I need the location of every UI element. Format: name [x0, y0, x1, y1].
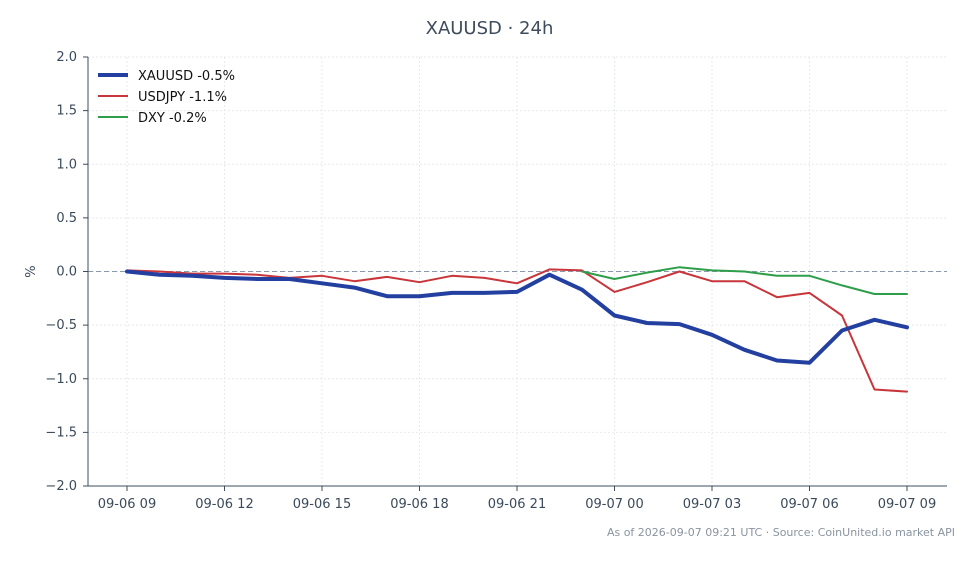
footer-note: As of 2026-09-07 09:21 UTC · Source: Coi… — [606, 526, 955, 539]
chart-title: XAUUSD · 24h — [425, 18, 554, 39]
legend-label: XAUUSD -0.5% — [138, 69, 235, 84]
axes: 2.0 1.5 1.0 0.5 0.0 −0.5 −1.0 −1.5 −2.0 09-06 09 0… — [24, 50, 947, 512]
x-tick-label: 09-07 09 — [878, 497, 936, 512]
y-tick-label: 2.0 — [56, 50, 77, 65]
x-tick-label: 09-06 12 — [195, 497, 253, 512]
x-tick-label: 09-07 03 — [683, 497, 741, 512]
x-tick-label: 09-06 21 — [488, 497, 546, 512]
series-line-xauusd — [125, 269, 909, 365]
x-tick-label: 09-06 18 — [390, 497, 448, 512]
y-axis-label: % — [24, 265, 39, 277]
y-tick-label: 1.0 — [56, 157, 77, 172]
legend-label: DXY -0.2% — [138, 111, 207, 126]
legend-label: USDJPY -1.1% — [138, 90, 227, 105]
y-tick-label: −0.5 — [45, 318, 77, 333]
y-tick-label: −1.5 — [45, 425, 77, 440]
x-tick-label: 09-07 06 — [780, 497, 838, 512]
x-tick-label: 09-07 00 — [585, 497, 643, 512]
legend: XAUUSD -0.5% USDJPY -1.1% DXY -0.2% — [98, 69, 235, 126]
grid — [88, 56, 947, 487]
series-line-usdjpy — [126, 268, 908, 393]
x-tick-label: 09-06 09 — [98, 497, 156, 512]
series-lines — [125, 266, 909, 393]
y-tick-label: −2.0 — [45, 479, 77, 494]
y-tick-label: −1.0 — [45, 372, 77, 387]
y-tick-label: 0.5 — [56, 211, 77, 226]
y-tick-label: 1.5 — [56, 104, 77, 119]
x-tick-label: 09-06 15 — [293, 497, 351, 512]
series-line-dxy — [581, 266, 908, 295]
y-tick-label: 0.0 — [56, 265, 77, 280]
